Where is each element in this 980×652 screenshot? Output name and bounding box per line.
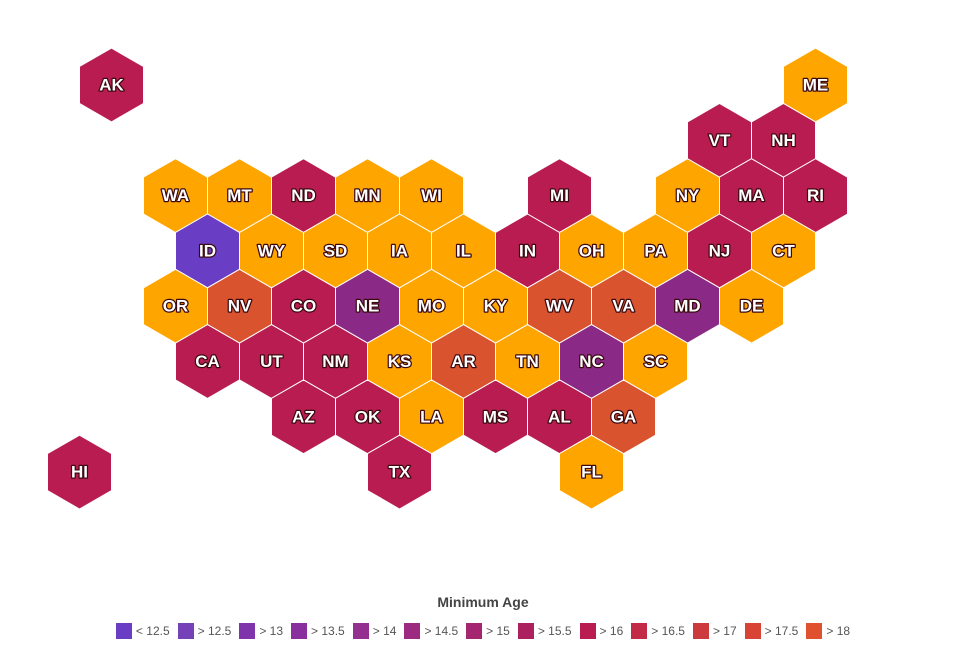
legend-item: > 15 <box>466 623 510 639</box>
state-label: KY <box>484 297 508 316</box>
state-label: DE <box>740 297 764 316</box>
legend-label: > 12.5 <box>197 624 232 638</box>
hex-map: AK ME VT NH WA MT ND MN WI MI NY MA RI ID WY SD IA IL IN OH… <box>47 47 848 510</box>
state-label: NH <box>771 131 796 150</box>
state-label: MA <box>738 186 764 205</box>
state-label: IL <box>456 241 471 260</box>
legend-label: > 17.5 <box>764 624 799 638</box>
legend-swatch <box>291 623 308 639</box>
legend-label: > 15 <box>486 624 510 638</box>
state-label: AR <box>451 352 476 371</box>
legend-label: > 18 <box>826 624 851 638</box>
state-label: MI <box>550 186 569 205</box>
state-label: HI <box>71 463 88 482</box>
state-label: NM <box>322 352 348 371</box>
legend-label: > 16.5 <box>651 624 685 638</box>
state-label: CT <box>772 241 795 260</box>
state-label: CO <box>291 297 317 316</box>
legend-label: > 15.5 <box>537 624 572 638</box>
legend-swatch <box>692 623 709 639</box>
state-label: MN <box>354 186 380 205</box>
state-label: NE <box>356 297 380 316</box>
state-label: MS <box>483 407 509 426</box>
legend-label: > 13.5 <box>311 624 345 638</box>
state-label: PA <box>644 241 666 260</box>
state-label: MD <box>674 297 700 316</box>
legend-item: > 13 <box>239 623 283 639</box>
state-label: WV <box>546 297 574 316</box>
legend-item: > 16.5 <box>631 623 685 639</box>
legend-swatch <box>404 623 421 639</box>
state-hex <box>79 47 144 123</box>
state-label: ME <box>803 76 829 95</box>
state-label: FL <box>581 463 602 482</box>
legend-label: < 12.5 <box>135 624 170 638</box>
state-label: MT <box>227 186 252 205</box>
state-label: WI <box>421 186 442 205</box>
legend-item: < 12.5 <box>115 623 170 639</box>
state-label: NC <box>579 352 604 371</box>
legend-swatch <box>239 623 256 639</box>
state-label: OR <box>163 297 189 316</box>
state-label: AZ <box>292 407 315 426</box>
state-label: MO <box>418 297 445 316</box>
legend-swatch <box>631 623 648 639</box>
state-label: VA <box>612 297 634 316</box>
state-label: IN <box>519 241 536 260</box>
state-label: SD <box>324 241 348 260</box>
state-label: NV <box>228 297 252 316</box>
state-label: WY <box>258 241 286 260</box>
state-label: ND <box>291 186 316 205</box>
legend-item: > 16 <box>579 623 624 639</box>
state-label: NY <box>676 186 700 205</box>
state-label: ID <box>199 241 216 260</box>
state-label: IA <box>391 241 408 260</box>
legend-label: > 14.5 <box>424 624 459 638</box>
legend-label: > 17 <box>712 624 737 638</box>
state-label: RI <box>807 186 824 205</box>
state-hex <box>47 434 112 510</box>
legend-item: > 17.5 <box>744 623 799 639</box>
legend-label: > 16 <box>599 624 624 638</box>
legend-item: > 15.5 <box>517 623 572 639</box>
state-label: OK <box>355 407 381 426</box>
state-label: AK <box>99 76 124 95</box>
legend-label: > 13 <box>259 624 284 638</box>
state-label: KS <box>388 352 412 371</box>
state-label: LA <box>420 407 443 426</box>
state-label: CA <box>195 352 220 371</box>
state-label: NJ <box>709 241 731 260</box>
legend: < 12.5 > 12.5 > 13 > 13.5 > 14 > 14.5 > 15 > 15… <box>0 623 966 639</box>
state-label: TX <box>389 463 411 482</box>
legend-swatch <box>352 623 369 639</box>
legend-swatch <box>744 623 761 639</box>
legend-swatch <box>115 623 132 639</box>
state-label: UT <box>260 352 283 371</box>
legend-item: > 12.5 <box>177 623 232 639</box>
state-hex <box>719 268 784 344</box>
state-label: VT <box>709 131 731 150</box>
state-label: WA <box>162 186 189 205</box>
legend-item: > 18 <box>806 623 850 639</box>
legend-title: Minimum Age <box>437 594 529 610</box>
state-hex <box>559 434 624 510</box>
legend-swatch <box>517 623 534 639</box>
legend-item: > 13.5 <box>291 623 345 639</box>
legend-item: > 14 <box>352 623 397 639</box>
legend-swatch <box>579 623 596 639</box>
state-label: GA <box>611 407 637 426</box>
legend-item: > 17 <box>692 623 737 639</box>
state-hex <box>367 434 432 510</box>
legend-label: > 14 <box>372 624 397 638</box>
state-label: OH <box>579 241 605 260</box>
state-label: SC <box>644 352 668 371</box>
legend-swatch <box>806 623 823 639</box>
legend-swatch <box>466 623 483 639</box>
state-label: TN <box>516 352 539 371</box>
state-label: AL <box>548 407 571 426</box>
legend-item: > 14.5 <box>404 623 458 639</box>
legend-swatch <box>177 623 194 639</box>
